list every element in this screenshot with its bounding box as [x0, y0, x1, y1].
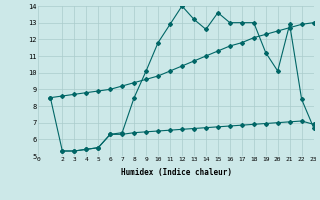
- X-axis label: Humidex (Indice chaleur): Humidex (Indice chaleur): [121, 168, 231, 177]
